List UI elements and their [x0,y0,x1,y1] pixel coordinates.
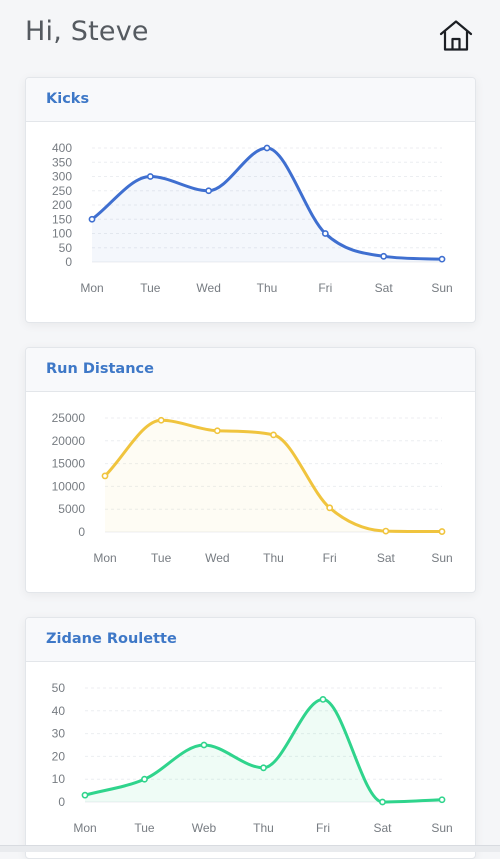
kicks-card-body: 0 50 100 150 200 250 300 350 400 Mon Tue Wed Thu Fri S… [26,122,475,322]
kicks-y-tick-label: 0 [65,255,72,269]
zidane-roulette-data-point[interactable] [260,764,267,772]
kicks-x-tick-label: Sun [431,281,452,295]
kicks-x-tick-label: Sat [375,281,394,295]
run-distance-data-point[interactable] [438,528,446,535]
run-distance-x-tick-label: Wed [205,551,229,565]
run-distance-chart: 0 5000 10000 15000 20000 25000 Mon Tue Wed Thu Fri… [52,411,453,565]
kicks-x-tick-label: Wed [196,281,220,295]
zidane-roulette-y-tick-label: 0 [58,795,65,809]
zidane-roulette-data-point[interactable] [438,796,446,804]
zidane-roulette-y-tick-label: 40 [52,704,66,718]
home-icon [439,20,473,51]
kicks-y-tick-label: 300 [52,170,72,184]
run-distance-data-point[interactable] [101,472,109,480]
zidane-roulette-x-tick-label: Tue [134,821,155,835]
kicks-data-point[interactable] [88,215,96,223]
zidane-roulette-x-tick-label: Mon [73,821,96,835]
kicks-x-tick-label: Tue [140,281,161,295]
kicks-data-point[interactable] [321,230,329,237]
zidane-roulette-data-point[interactable] [319,696,327,703]
zidane-roulette-data-point[interactable] [141,775,148,783]
run-distance-card-header: Run Distance [26,348,475,392]
zidane-roulette-y-tick-label: 30 [52,727,66,741]
run-distance-y-tick-label: 20000 [52,434,86,448]
home-button[interactable] [438,19,474,53]
zidane-roulette-x-tick-label: Fri [316,821,330,835]
zidane-roulette-card-title: Zidane Roulette [46,631,177,647]
zidane-roulette-card: Zidane Roulette 0 10 20 30 40 50 Mon Tue Web Thu F… [25,617,476,859]
kicks-y-tick-label: 200 [52,198,72,212]
run-distance-card-title: Run Distance [46,361,154,377]
zidane-roulette-card-body: 0 10 20 30 40 50 Mon Tue Web Thu Fri Sat Sun [26,662,475,858]
run-distance-y-tick-label: 15000 [52,457,86,471]
zidane-roulette-area-fill [85,699,442,802]
kicks-data-point[interactable] [438,255,446,263]
zidane-roulette-y-tick-label: 50 [52,681,66,695]
kicks-y-tick-label: 50 [59,241,73,255]
zidane-roulette-x-tick-label: Thu [253,821,274,835]
zidane-roulette-x-tick-label: Sun [431,821,452,835]
zidane-roulette-chart: 0 10 20 30 40 50 Mon Tue Web Thu Fri Sat Sun [52,681,453,835]
kicks-data-point[interactable] [263,144,271,152]
kicks-x-tick-label: Fri [318,281,332,295]
run-distance-data-point[interactable] [213,427,221,435]
kicks-data-point[interactable] [205,187,213,195]
run-distance-card: Run Distance 0 5000 10000 15000 20000 25000 Mo… [25,347,476,593]
run-distance-data-point[interactable] [382,527,390,535]
run-distance-y-tick-label: 25000 [52,411,86,425]
kicks-card-title: Kicks [46,91,90,107]
run-distance-data-point[interactable] [326,504,334,512]
zidane-roulette-data-point[interactable] [81,791,89,799]
run-distance-y-tick-label: 0 [78,525,85,539]
kicks-data-point[interactable] [380,252,388,260]
zidane-roulette-x-tick-label: Web [192,821,217,835]
run-distance-y-tick-label: 10000 [52,479,86,493]
zidane-roulette-data-point[interactable] [379,798,386,806]
kicks-x-tick-label: Thu [257,281,278,295]
kicks-y-tick-label: 250 [52,184,72,198]
zidane-roulette-y-tick-label: 20 [52,749,66,763]
run-distance-x-tick-label: Thu [263,551,284,565]
kicks-data-point[interactable] [146,173,154,180]
run-distance-data-point[interactable] [270,431,277,439]
bottom-scroll-edge [0,845,500,852]
app-header: Hi, Steve [0,0,500,70]
zidane-roulette-y-tick-label: 10 [52,772,66,786]
kicks-y-tick-label: 400 [52,141,72,155]
kicks-card-header: Kicks [26,78,475,122]
run-distance-x-tick-label: Tue [151,551,172,565]
run-distance-x-tick-label: Sun [431,551,452,565]
zidane-roulette-data-point[interactable] [200,741,208,749]
run-distance-x-tick-label: Sat [377,551,396,565]
run-distance-card-body: 0 5000 10000 15000 20000 25000 Mon Tue Wed Thu Fri… [26,392,475,592]
zidane-roulette-card-header: Zidane Roulette [26,618,475,662]
kicks-x-tick-label: Mon [80,281,103,295]
kicks-y-tick-label: 150 [52,212,72,226]
run-distance-y-tick-label: 5000 [58,502,85,516]
kicks-area-fill [92,148,442,262]
kicks-y-tick-label: 100 [52,227,72,241]
kicks-y-tick-label: 350 [52,155,72,169]
run-distance-x-tick-label: Fri [323,551,337,565]
run-distance-x-tick-label: Mon [93,551,116,565]
run-distance-area-fill [105,420,442,532]
zidane-roulette-x-tick-label: Sat [373,821,392,835]
run-distance-data-point[interactable] [157,416,165,424]
kicks-card: Kicks 0 50 100 150 200 250 300 350 400 Mon Tue Wed T… [25,77,476,323]
greeting-title: Hi, Steve [25,16,149,47]
